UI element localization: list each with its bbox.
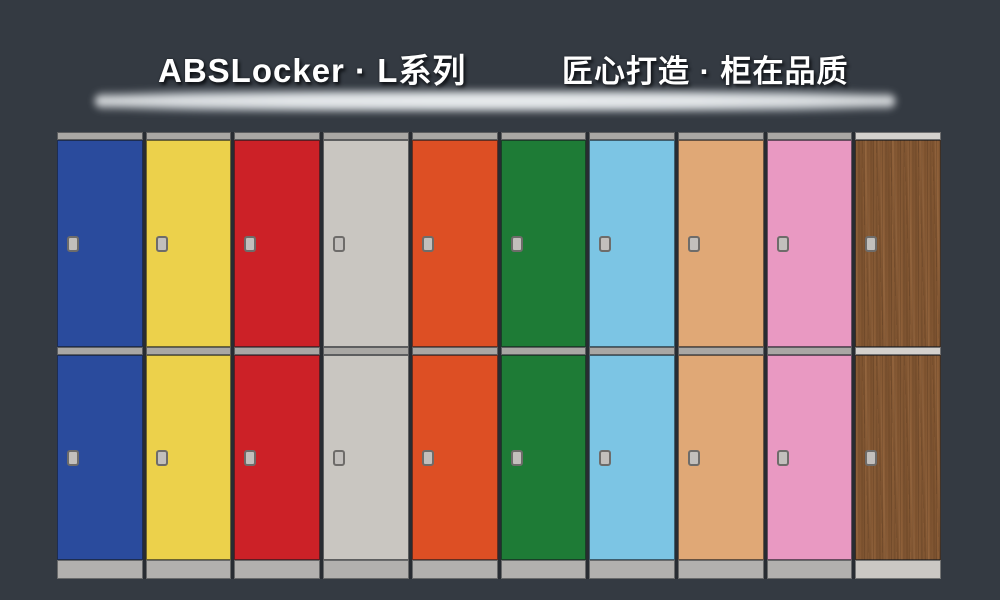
lock-icon: [776, 235, 789, 252]
locker-door-bottom: [766, 355, 853, 560]
lock-icon: [333, 235, 346, 252]
locker-door-bottom: [145, 355, 232, 560]
locker-column-wood: [855, 132, 942, 579]
locker-top-trim: [57, 132, 143, 140]
locker-door-bottom: [855, 355, 942, 560]
locker-door-top: [677, 140, 764, 347]
locker-shelf-trim: [500, 347, 587, 355]
locker-column-sky-blue: [589, 132, 675, 579]
lock-icon: [67, 449, 79, 466]
locker-door-top: [234, 140, 321, 347]
locker-door-bottom: [500, 355, 587, 560]
locker-door-top: [766, 140, 853, 347]
locker-plinth: [145, 560, 232, 579]
locker-column-orange: [411, 132, 498, 579]
lock-icon: [67, 235, 79, 252]
lock-icon: [687, 235, 700, 252]
locker-door-bottom: [57, 355, 143, 560]
locker-shelf-trim: [766, 347, 853, 355]
locker-top-trim: [677, 132, 764, 140]
locker-column-tan: [677, 132, 764, 579]
locker-door-bottom: [677, 355, 764, 560]
brand-title: ABSLocker · L系列: [158, 52, 467, 89]
lock-icon: [510, 235, 523, 252]
locker-plinth: [411, 560, 498, 579]
locker-door-bottom: [323, 355, 409, 560]
locker-shelf-trim: [234, 347, 321, 355]
locker-top-trim: [323, 132, 409, 140]
locker-shelf-trim: [589, 347, 675, 355]
lock-icon: [687, 449, 700, 466]
locker-top-trim: [589, 132, 675, 140]
locker-top-trim: [766, 132, 853, 140]
lock-icon: [599, 449, 612, 466]
locker-door-top: [500, 140, 587, 347]
lock-icon: [510, 449, 523, 466]
locker-door-top: [323, 140, 409, 347]
locker-column-yellow: [145, 132, 232, 579]
locker-door-bottom: [411, 355, 498, 560]
lock-icon: [244, 449, 257, 466]
locker-plinth: [589, 560, 675, 579]
locker-door-top: [411, 140, 498, 347]
lock-icon: [155, 235, 168, 252]
locker-door-top: [855, 140, 942, 347]
locker-top-trim: [234, 132, 321, 140]
lock-icon: [865, 449, 878, 466]
locker-plinth: [855, 560, 942, 579]
divider-glow-bar: [95, 91, 895, 111]
locker-door-bottom: [589, 355, 675, 560]
locker-top-trim: [145, 132, 232, 140]
lock-icon: [155, 449, 168, 466]
lock-icon: [599, 235, 612, 252]
locker-door-top: [589, 140, 675, 347]
locker-plinth: [766, 560, 853, 579]
locker-door-bottom: [234, 355, 321, 560]
locker-cabinet: [57, 132, 942, 579]
locker-plinth: [323, 560, 409, 579]
locker-column-red: [234, 132, 321, 579]
locker-shelf-trim: [411, 347, 498, 355]
lock-icon: [776, 449, 789, 466]
lock-icon: [333, 449, 346, 466]
locker-plinth: [500, 560, 587, 579]
locker-top-trim: [411, 132, 498, 140]
locker-door-top: [57, 140, 143, 347]
locker-plinth: [234, 560, 321, 579]
locker-column-green: [500, 132, 587, 579]
lock-icon: [865, 235, 878, 252]
locker-top-trim: [500, 132, 587, 140]
lock-icon: [421, 235, 434, 252]
locker-top-trim: [855, 132, 942, 140]
locker-shelf-trim: [323, 347, 409, 355]
locker-shelf-trim: [677, 347, 764, 355]
locker-plinth: [57, 560, 143, 579]
locker-shelf-trim: [57, 347, 143, 355]
locker-column-light-gray: [323, 132, 409, 579]
locker-plinth: [677, 560, 764, 579]
locker-column-pink: [766, 132, 853, 579]
lock-icon: [421, 449, 434, 466]
locker-shelf-trim: [145, 347, 232, 355]
locker-door-top: [145, 140, 232, 347]
locker-column-blue: [57, 132, 143, 579]
slogan: 匠心打造 · 柜在品质: [562, 54, 849, 89]
lock-icon: [244, 235, 257, 252]
locker-shelf-trim: [855, 347, 942, 355]
